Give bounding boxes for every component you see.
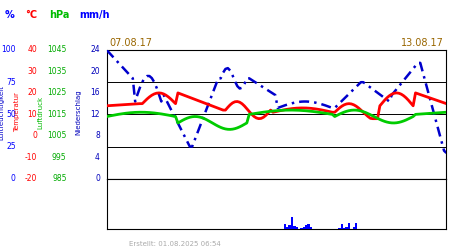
Text: 100: 100 <box>1 46 16 54</box>
Text: 24: 24 <box>90 46 100 54</box>
Bar <box>284 224 286 229</box>
Text: %: % <box>4 10 14 20</box>
Text: 1045: 1045 <box>47 46 67 54</box>
Text: 1015: 1015 <box>47 110 67 119</box>
Text: 1035: 1035 <box>47 67 67 76</box>
Text: 12: 12 <box>90 110 100 119</box>
Bar <box>352 227 355 229</box>
Bar <box>293 226 296 229</box>
Text: hPa: hPa <box>50 10 70 20</box>
Text: -10: -10 <box>24 153 37 162</box>
Bar <box>338 228 341 229</box>
Bar <box>305 225 307 229</box>
Text: 1025: 1025 <box>47 88 67 97</box>
Text: 4: 4 <box>95 153 100 162</box>
Bar <box>291 217 293 229</box>
Bar <box>307 224 310 229</box>
Text: 985: 985 <box>52 174 67 183</box>
Bar <box>310 227 312 229</box>
Text: 1005: 1005 <box>47 132 67 140</box>
Text: Niederschlag: Niederschlag <box>76 90 82 135</box>
Bar <box>355 222 357 229</box>
Text: °C: °C <box>25 10 37 20</box>
Text: 75: 75 <box>6 78 16 87</box>
Text: Erstellt: 01.08.2025 06:54: Erstellt: 01.08.2025 06:54 <box>129 242 221 248</box>
Text: 0: 0 <box>11 174 16 183</box>
Text: 20: 20 <box>90 67 100 76</box>
Text: Temperatur: Temperatur <box>14 92 20 132</box>
Bar <box>343 228 346 229</box>
Text: Luftfeuchtigkeit: Luftfeuchtigkeit <box>0 85 4 140</box>
Text: 8: 8 <box>95 132 100 140</box>
Bar <box>346 228 348 229</box>
Text: 30: 30 <box>27 67 37 76</box>
Text: 13.08.17: 13.08.17 <box>401 38 444 48</box>
Text: 0: 0 <box>32 132 37 140</box>
Text: 07.08.17: 07.08.17 <box>109 38 152 48</box>
Bar <box>303 226 305 229</box>
Bar <box>286 227 288 229</box>
Bar <box>341 224 343 229</box>
Text: 10: 10 <box>27 110 37 119</box>
Text: mm/h: mm/h <box>79 10 109 20</box>
Text: -20: -20 <box>24 174 37 183</box>
Bar <box>300 228 303 229</box>
Text: 16: 16 <box>90 88 100 97</box>
Text: Luftdruck: Luftdruck <box>37 96 44 129</box>
Bar <box>348 223 350 229</box>
Text: 20: 20 <box>27 88 37 97</box>
Text: 50: 50 <box>6 110 16 119</box>
Bar <box>288 225 291 229</box>
Text: 40: 40 <box>27 46 37 54</box>
Bar <box>296 226 298 229</box>
Text: 25: 25 <box>6 142 16 151</box>
Text: 0: 0 <box>95 174 100 183</box>
Text: 995: 995 <box>52 153 67 162</box>
